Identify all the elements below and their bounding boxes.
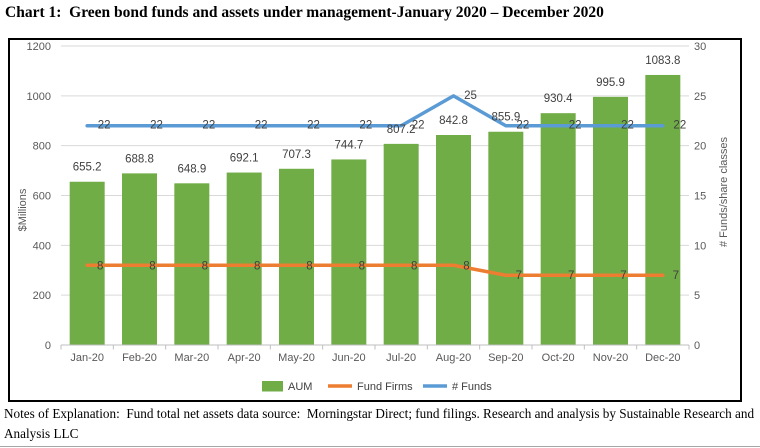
bar-value-label: 807.2 <box>387 124 416 136</box>
x-axis-category-label: Oct-20 <box>542 352 575 364</box>
left-axis-tick-label: 0 <box>45 340 51 352</box>
legend-swatch-aum <box>262 381 283 392</box>
bar-aum <box>383 143 419 345</box>
legend-label-fund-firms: Fund Firms <box>357 381 413 393</box>
line-value-label: 7 <box>673 270 679 282</box>
line-value-label: 22 <box>516 120 529 132</box>
left-axis-tick-label: 800 <box>33 141 51 153</box>
bar-value-label: 1083.8 <box>645 55 680 67</box>
right-axis-tick-label: 0 <box>694 340 700 352</box>
bar-value-label: 692.1 <box>230 153 259 165</box>
x-axis-category-label: May-20 <box>278 352 315 364</box>
right-axis-title: # Funds/share classes <box>718 136 730 247</box>
x-axis-category-label: Nov-20 <box>593 352 628 364</box>
x-axis-category-label: Jan-20 <box>70 352 104 364</box>
line-value-label: 8 <box>306 260 312 272</box>
line-value-label: 22 <box>412 120 425 132</box>
chart-area: 655.2 688.8 648.9 692.1 707.3 744.7 807.2 842.8… <box>8 38 742 402</box>
line-value-label: 22 <box>150 120 163 132</box>
line-value-label: 8 <box>202 260 208 272</box>
line-value-label: 22 <box>255 120 268 132</box>
right-axis-tick-label: 20 <box>694 141 706 153</box>
bar-value-label: 930.4 <box>544 93 573 105</box>
bar-aum <box>488 131 524 345</box>
bar-aum <box>279 168 314 345</box>
bar-value-label: 707.3 <box>282 149 311 161</box>
x-axis-category-label: Jun-20 <box>332 352 366 364</box>
bar-value-label: 995.9 <box>596 77 625 89</box>
bar-aum <box>436 135 471 345</box>
x-axis-category-label: Dec-20 <box>645 352 680 364</box>
line-value-label: 8 <box>254 260 260 272</box>
bar-value-label: 655.2 <box>73 162 102 174</box>
bar-value-label: 842.8 <box>439 115 468 127</box>
bar-value-label: 648.9 <box>177 163 206 175</box>
line-value-label: 8 <box>97 260 103 272</box>
right-axis-tick-label: 25 <box>694 91 706 103</box>
chart-title: Chart 1: Green bond funds and assets und… <box>5 4 604 21</box>
right-axis-tick-label: 5 <box>694 290 700 302</box>
left-axis-tick-label: 400 <box>33 240 51 252</box>
legend-label-aum: AUM <box>288 381 312 393</box>
line-value-label: 7 <box>568 270 574 282</box>
line-fund-firms <box>85 263 665 277</box>
left-axis-tick-label: 200 <box>33 290 51 302</box>
x-axis-category-label: Jul-20 <box>386 352 416 364</box>
line-value-label: 8 <box>359 260 365 272</box>
line-value-label: 8 <box>463 260 469 272</box>
bar-aum <box>540 113 576 346</box>
legend-label-funds: # Funds <box>452 381 492 393</box>
left-axis-tick-label: 1000 <box>27 91 51 103</box>
bar-aum <box>122 173 157 345</box>
line-value-label: 7 <box>620 270 626 282</box>
x-axis-category-label: Apr-20 <box>228 352 261 364</box>
bar-aum <box>226 172 262 345</box>
right-axis-tick-label: 30 <box>694 41 706 53</box>
line-value-label: 22 <box>569 120 582 132</box>
bar-value-label: 855.9 <box>491 112 520 124</box>
line-value-label: 22 <box>98 120 111 132</box>
line-value-label: 22 <box>673 120 686 132</box>
bar-value-label: 744.7 <box>334 139 363 151</box>
x-axis-category-label: Feb-20 <box>122 352 157 364</box>
chart-canvas: 655.2 688.8 648.9 692.1 707.3 744.7 807.2 842.8… <box>17 41 730 393</box>
bottom-divider <box>0 446 760 447</box>
bar-aum <box>593 96 628 345</box>
line-funds <box>85 94 665 128</box>
left-axis-title: $Millions <box>17 188 29 231</box>
line-value-label: 22 <box>621 120 634 132</box>
x-axis-category-label: Mar-20 <box>174 352 209 364</box>
left-axis-tick-label: 1200 <box>27 41 51 53</box>
bar-aum <box>69 181 105 345</box>
line-value-label: 22 <box>202 120 215 132</box>
line-value-label: 22 <box>359 120 372 132</box>
bar-value-label: 688.8 <box>125 153 154 165</box>
right-axis-tick-label: 15 <box>694 191 706 203</box>
right-axis-tick-label: 10 <box>694 240 706 252</box>
line-value-label: 7 <box>516 270 522 282</box>
line-value-label: 25 <box>464 90 477 102</box>
notes-text: Notes of Explanation: Fund total net ass… <box>4 406 757 441</box>
bar-aum <box>645 74 681 345</box>
line-value-label: 8 <box>149 260 155 272</box>
x-axis-category-label: Aug-20 <box>436 352 471 364</box>
x-axis-category-label: Sep-20 <box>488 352 523 364</box>
line-value-label: 8 <box>411 260 417 272</box>
line-value-label: 22 <box>307 120 320 132</box>
bar-aum <box>331 159 367 345</box>
left-axis-tick-label: 600 <box>33 191 51 203</box>
